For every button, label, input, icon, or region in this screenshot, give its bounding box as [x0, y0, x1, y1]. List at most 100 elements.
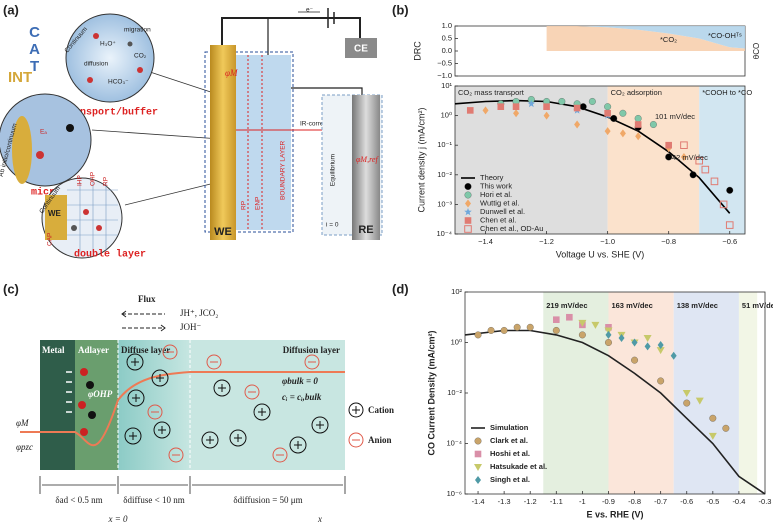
label: RE: [358, 224, 373, 236]
y-tick-label: 10²: [451, 287, 462, 296]
x-tick-label: -0.6: [680, 497, 693, 506]
region-label: CO₂ mass transport: [458, 88, 525, 97]
marker: [605, 339, 612, 346]
marker: [682, 390, 691, 397]
region-label: *COOH to *CO: [702, 88, 752, 97]
label: JOH⁻: [180, 322, 202, 332]
marker: [689, 171, 697, 179]
region: [455, 86, 608, 234]
cation: [311, 416, 329, 434]
x-tick-label: -0.3: [759, 497, 772, 506]
legend-label: Simulation: [490, 423, 529, 432]
marker: [604, 109, 611, 117]
molecule: [96, 225, 102, 231]
marker: [591, 321, 600, 329]
marker: [474, 464, 482, 471]
marker: [464, 225, 472, 233]
grid: [67, 182, 118, 252]
label: φM,ref: [356, 155, 379, 164]
marker: [657, 377, 665, 385]
marker: [527, 99, 536, 108]
marker: [543, 103, 550, 110]
label: ENP: [255, 197, 262, 210]
label: BOUNDARY LAYER: [280, 140, 287, 200]
region-label: 219 mV/dec: [546, 301, 587, 310]
y-axis-label: Current density j (mA/cm²): [416, 107, 426, 212]
marker: [464, 183, 472, 190]
legend-label: Singh et al.: [490, 475, 530, 484]
x-tick-label: −1.0: [600, 237, 615, 246]
label: RP: [241, 201, 248, 210]
marker: [487, 327, 495, 334]
y-tick-label: 10⁰: [441, 111, 452, 120]
x-tick-label: -1.1: [550, 497, 563, 506]
marker: [465, 199, 471, 208]
label: CAP: [47, 233, 54, 246]
label: i = 0: [326, 222, 339, 229]
label: δdiffuse < 10 nm: [123, 495, 184, 505]
molecule: [66, 124, 74, 132]
label: JH⁺, JCO₂: [180, 308, 218, 318]
marker: [543, 111, 550, 120]
marker: [657, 340, 664, 349]
molecule: [71, 225, 77, 231]
x-tick-label: -1.3: [498, 497, 511, 506]
x-axis-label: Voltage U vs. SHE (V): [556, 249, 645, 259]
logo: INT: [8, 69, 32, 86]
marker: [670, 351, 677, 360]
region: [543, 292, 609, 494]
y-tick-label: 10⁻²: [437, 170, 452, 179]
marker: [656, 347, 665, 355]
y-tick-label: 1.0: [442, 21, 452, 30]
marker: [464, 217, 472, 224]
marker: [474, 450, 482, 458]
marker: [604, 103, 612, 111]
cation: [206, 436, 214, 444]
legend-label: Dunwell et al.: [480, 207, 525, 216]
panel-label: (b): [392, 2, 409, 17]
marker: [474, 331, 482, 339]
series-label: *CO-OHᵀˢ: [708, 31, 742, 40]
label: cᵢ = cᵢ,bulk: [282, 392, 322, 402]
region-label: 138 mV/dec: [677, 301, 718, 310]
dimension: [39, 476, 346, 494]
marker: [680, 152, 687, 161]
cation: [153, 421, 171, 439]
cation-icon: [348, 402, 364, 418]
reference-electrode: [352, 95, 380, 240]
legend-label: Theory: [480, 173, 504, 182]
plot-frame: [454, 85, 746, 235]
marker: [552, 327, 560, 334]
cation: [213, 379, 231, 397]
marker: [619, 109, 627, 117]
x-tick-label: −1.2: [539, 237, 554, 246]
x-tick-label: -0.8: [628, 497, 641, 506]
label: Eₐ: [40, 129, 47, 136]
adsorbate: [86, 381, 94, 389]
legend-label: Clark et al.: [490, 436, 528, 445]
charts: −1.0 −0.5 0.0 0.5 1.0 DRC θCO *CO₂ *CO-OHᵀˢ CO₂ m…: [412, 21, 773, 519]
label: x: [317, 514, 322, 524]
cation: [218, 384, 226, 392]
label: δad < 0.5 nm: [55, 495, 102, 505]
label: IHP: [77, 175, 84, 186]
label: φM: [225, 68, 238, 78]
cation: [294, 441, 302, 449]
label: Cation: [368, 405, 394, 415]
marker: [573, 104, 581, 112]
y-tick-label: −0.5: [437, 58, 452, 67]
y-tick-label: 0.5: [442, 33, 452, 42]
arrow: [121, 310, 127, 318]
marker: [618, 334, 625, 343]
marker: [634, 121, 642, 128]
y2-axis-label: θCO: [752, 43, 761, 59]
marker: [512, 103, 520, 110]
metal: [40, 340, 75, 470]
y-tick-label: 10⁻³: [437, 199, 452, 208]
adsorbate: [88, 411, 96, 419]
cation: [253, 403, 271, 421]
region: [204, 51, 294, 233]
label: φOHP: [88, 389, 113, 399]
cation: [229, 429, 247, 447]
region-label: 163 mV/dec: [611, 301, 652, 310]
